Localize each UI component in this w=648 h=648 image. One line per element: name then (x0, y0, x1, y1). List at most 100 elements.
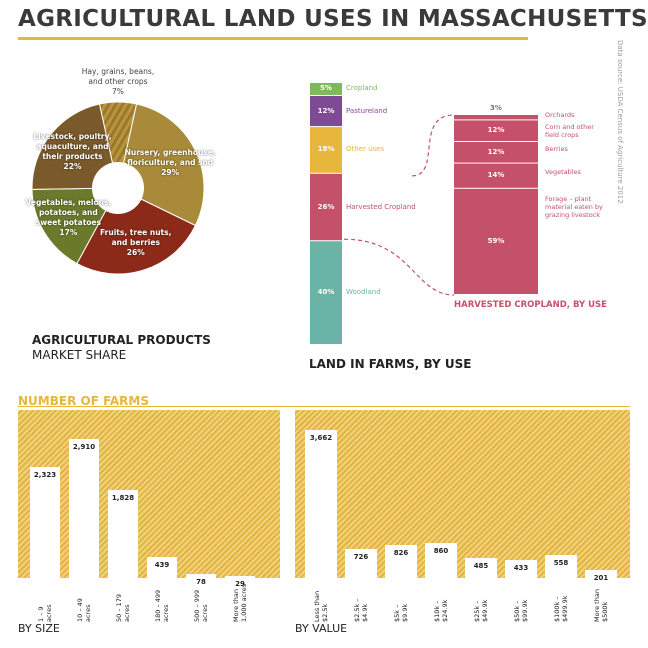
farm-bar-category-line: Less than (313, 590, 321, 622)
farm-bar (585, 569, 617, 578)
farm-bar-category-line: $24.9k (441, 599, 449, 622)
farm-bar-category-line: $499.9k (561, 595, 569, 622)
pie-label: Vegetables, melons, potatoes, and sweet po… (25, 198, 111, 238)
harvest-segment-name-line: Orchards (545, 111, 575, 119)
pie-label-line: aquaculture, and (36, 142, 109, 152)
page-title: AGRICULTURAL LAND USES IN MASSACHUSETTS (18, 6, 648, 32)
farm-bar-value: 1,828 (111, 494, 135, 503)
farm-bar-value: 826 (393, 548, 409, 557)
farm-bar-category-line: $100k – (553, 596, 561, 622)
farm-bar-value: 29 (235, 580, 245, 588)
farm-bar (147, 556, 177, 578)
land-segment-name: Other uses (346, 145, 385, 154)
harvest-segment (454, 188, 538, 294)
farm-bar-category: $25k – $49.9k (473, 600, 489, 622)
farm-bar-category: 180 – 499 acres (154, 590, 170, 622)
harvest-segment-name: Forage – plant material eaten by grazing l… (545, 195, 603, 219)
farm-bar-category-line: More than (232, 589, 240, 622)
farm-bar-category-line: acres (84, 604, 92, 622)
farm-bar-category-line: 50 – 179 (115, 593, 123, 622)
farm-bar-category: More than $500k (593, 589, 609, 622)
farm-bar-category: 1 – 9 acres (37, 605, 53, 622)
farm-bar-category-line: $99.9k (521, 599, 529, 622)
farm-bar (385, 544, 417, 578)
land-segment (310, 95, 342, 127)
harvest-segment-name-line: material eaten by (545, 202, 603, 211)
pie-label-line: their products (42, 152, 103, 162)
harvest-stack (454, 115, 538, 294)
harvest-segment-name-line: Vegetables (545, 168, 581, 177)
harvest-segment-name-line: Berries (545, 144, 568, 153)
by-value-label: BY VALUE (295, 622, 348, 635)
pie-label: Fruits, tree nuts, and berries 26% (100, 228, 171, 258)
pie-label-line: Vegetables, melons, (25, 198, 112, 208)
farm-bar-category: $100k – $499.9k (553, 595, 569, 622)
by-size-panel (18, 410, 280, 578)
farm-bar-value: 2,910 (72, 442, 96, 451)
farm-bar-category-line: $5k – (393, 604, 401, 622)
farm-bar-category-line: $500k (601, 601, 609, 622)
harvest-segment-pct: 14% (487, 171, 505, 180)
harvest-segment-pct: 12% (487, 147, 505, 156)
farm-bar-category-line: acres (123, 604, 131, 622)
farm-bar-category-line: $50k – (513, 600, 521, 623)
farm-bar-value: 2,323 (33, 470, 57, 479)
harvest-segment-name-line: field crops (545, 131, 579, 140)
farm-bar (108, 490, 138, 578)
harvest-segment (454, 163, 538, 188)
harvest-segment-name: Corn and other field crops (545, 123, 594, 139)
farm-bar-category-line: 180 – 499 (154, 589, 162, 622)
farm-bar-category: 50 – 179 acres (115, 594, 131, 622)
land-segment (310, 83, 342, 95)
farm-bar-category-line: $2.5k (321, 603, 329, 622)
farm-bar-category-line: $10k – (433, 600, 441, 623)
farm-bar (225, 576, 255, 578)
land-segment-name: Pastureland (346, 106, 388, 115)
harvest-segment (454, 115, 538, 120)
farm-bar-category-line: 1,000 acres (240, 583, 248, 622)
land-segment-pct: 18% (317, 145, 335, 154)
farm-bar (30, 466, 60, 578)
farm-bar-category-line: 10 – 49 (76, 598, 84, 622)
pie-slice (31, 103, 119, 190)
land-segment-pct: 5% (320, 84, 332, 93)
land-segment-name: Cropland (346, 84, 378, 93)
farm-bar-category-line: acres (201, 604, 209, 622)
farm-bar-value: 433 (513, 564, 529, 573)
farm-bar-category: 10 – 49 acres (76, 598, 92, 622)
pie-label: Nursery, greenhouse, floriculture, and so… (125, 148, 216, 178)
connector-bottom (343, 238, 455, 296)
farm-bar-category-line: 500 – 999 (193, 589, 201, 622)
farm-bar (545, 555, 577, 578)
farm-bar-category: 500 – 999 acres (193, 590, 209, 622)
pie-subtitle: MARKET SHARE (32, 348, 127, 362)
farm-bar-category-line: $49.9k (481, 599, 489, 622)
pie-label-line: 26% (126, 248, 145, 258)
market-share-pie (31, 101, 205, 275)
connector-top (411, 114, 455, 177)
pie-slice (31, 187, 119, 265)
farm-bar-value: 201 (593, 573, 609, 582)
farm-bar-category: $50k – $99.9k (513, 600, 529, 622)
farm-bar (465, 558, 497, 578)
farms-rule (18, 406, 630, 407)
land-segment (310, 127, 342, 173)
farm-bar-category: $5k – $9.9k (393, 604, 409, 622)
land-title: LAND IN FARMS, BY USE (309, 357, 472, 371)
pie-label-line: and berries (111, 238, 160, 248)
farm-bar-value: 726 (353, 552, 369, 561)
land-connectors (343, 114, 455, 296)
land-segment-pct: 40% (317, 288, 335, 297)
land-segment-name: Woodland (346, 288, 381, 297)
pie-label: Hay, grains, beans, and other crops 7% (82, 67, 154, 97)
harvest-segment-name: Vegetables (545, 168, 581, 176)
land-segment-pct: 12% (317, 106, 335, 115)
harvest-segment (454, 142, 538, 163)
harvest-segment-name-line: Forage – plant (545, 194, 592, 203)
pie-hole (92, 162, 144, 214)
farm-bar (505, 560, 537, 578)
harvest-segment-name: Berries (545, 145, 568, 153)
farm-bar-category-line: acres (45, 604, 53, 622)
land-chart (310, 83, 538, 344)
pie-label-line: Nursery, greenhouse, (124, 147, 216, 157)
